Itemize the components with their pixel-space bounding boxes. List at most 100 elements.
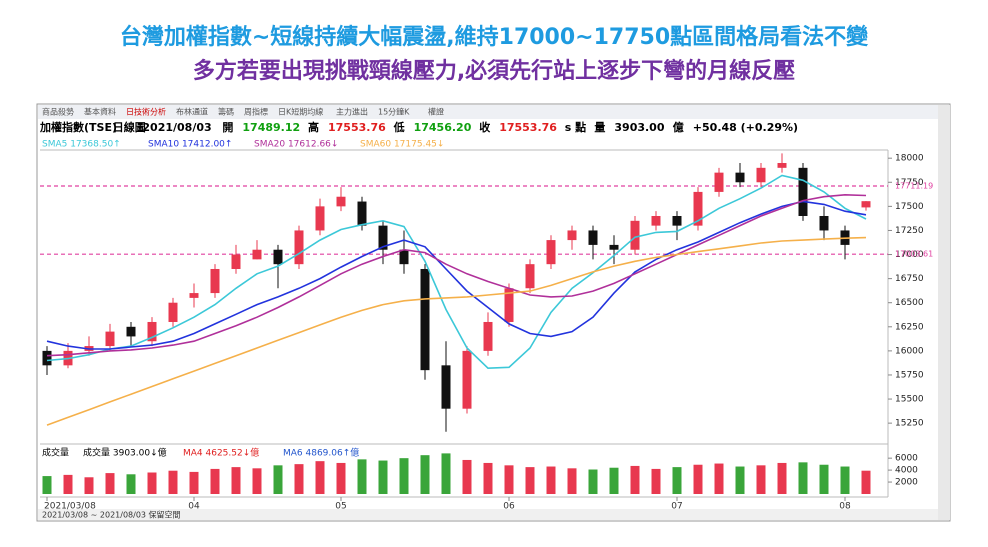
info-text: 日線圖	[113, 120, 146, 134]
volume-bar	[798, 462, 808, 494]
volume-bar	[546, 466, 556, 494]
tab[interactable]: 15分鐘K	[378, 107, 410, 117]
info-text: 2021/08/03	[142, 121, 211, 134]
candle-body	[693, 191, 703, 226]
volume-bar	[630, 465, 640, 494]
candle-body	[420, 268, 430, 371]
tab[interactable]: 基本資料	[84, 107, 116, 117]
tab[interactable]: 權證	[428, 107, 444, 117]
volume-bar	[777, 462, 787, 494]
volume-bar	[231, 467, 241, 494]
volume-bar	[273, 465, 283, 494]
volume-bar	[189, 471, 199, 494]
candle-body	[798, 167, 808, 216]
volume-bar	[756, 465, 766, 494]
volume-bar	[693, 464, 703, 494]
info-text: 17553.76	[328, 121, 386, 134]
info-text: 17553.76	[499, 121, 557, 134]
candle-body	[357, 201, 367, 226]
volume-bar	[126, 474, 136, 494]
candle-body	[42, 350, 52, 366]
volume-bar	[672, 467, 682, 494]
candle-body	[546, 240, 556, 265]
y-tick-label: 17750	[895, 178, 924, 188]
volume-bar	[357, 459, 367, 494]
volume-bar	[252, 468, 262, 494]
volume-bar	[735, 466, 745, 494]
candle-body	[525, 264, 535, 289]
y-tick-label: 15750	[895, 370, 924, 380]
candle-body	[777, 163, 787, 168]
y-tick-label: 4000	[895, 466, 918, 476]
scrollbar[interactable]	[938, 105, 950, 520]
candle-body	[588, 230, 598, 245]
volume-bar	[210, 468, 220, 494]
volume-bar	[336, 462, 346, 494]
candle-body	[462, 350, 472, 409]
candle-body	[210, 268, 220, 294]
candle-body	[189, 293, 199, 298]
y-tick-label: 17000	[895, 250, 924, 260]
volume-bar	[294, 464, 304, 494]
reference-label: 17003.61	[895, 250, 933, 259]
tab[interactable]: 周指標	[244, 107, 268, 117]
tab[interactable]: 日技術分析	[126, 107, 166, 117]
legend-entry: SMA60 17175.45↓	[360, 140, 444, 150]
tab[interactable]: 布林通道	[176, 107, 208, 117]
info-text: 開	[222, 121, 233, 134]
tab[interactable]: 主力進出	[336, 107, 368, 117]
volume-bar	[714, 463, 724, 494]
candle-body	[147, 321, 157, 342]
candle-body	[756, 167, 766, 183]
legend-entry: SMA20 17612.66↓	[254, 140, 338, 150]
info-text: 3903.00	[614, 121, 664, 134]
y-tick-label: 6000	[895, 454, 918, 464]
volume-bar	[462, 459, 472, 494]
volume-bar	[588, 469, 598, 494]
volume-bar	[399, 458, 409, 494]
candle-body	[504, 288, 514, 322]
tab[interactable]: 商品殺勢	[42, 107, 74, 117]
tab[interactable]: 日K短期均線	[278, 107, 323, 117]
candle-body	[315, 206, 325, 231]
volume-bar	[525, 467, 535, 494]
x-tick-label: 04	[188, 502, 200, 512]
info-text: 量	[594, 121, 605, 134]
candle-body	[651, 215, 661, 226]
candle-body	[609, 244, 619, 250]
volume-legend: 成交量 3903.00↓億	[83, 447, 167, 459]
x-tick-label: 05	[335, 502, 346, 512]
volume-bar	[609, 467, 619, 494]
bottom-bar	[38, 509, 938, 520]
y-tick-label: 17500	[895, 202, 924, 212]
volume-bar	[504, 465, 514, 494]
volume-bar	[441, 453, 451, 494]
volume-bar	[378, 460, 388, 494]
y-tick-label: 15500	[895, 395, 924, 405]
candle-body	[735, 172, 745, 183]
x-tick-label: 06	[503, 502, 515, 512]
x-tick-label: 08	[839, 502, 851, 512]
tab[interactable]: 籌碼	[218, 107, 234, 117]
info-text: 17456.20	[414, 121, 472, 134]
footer: 2021/03/08 ~ 2021/08/03 保留空間	[42, 510, 181, 520]
info-text: 億	[673, 120, 684, 134]
info-text: 高	[308, 120, 319, 134]
volume-bar	[861, 470, 871, 494]
candle-body	[252, 249, 262, 260]
legend-entry: SMA10 17412.00↑	[148, 140, 232, 150]
volume-bar	[483, 462, 493, 494]
volume-legend: MA4 4625.52↓億	[183, 447, 259, 459]
y-tick-label: 16000	[895, 346, 924, 356]
candle-body	[567, 230, 577, 241]
info-text: 17489.12	[242, 121, 300, 134]
candle-body	[231, 254, 241, 269]
candle-body	[273, 249, 283, 265]
volume-bar	[168, 470, 178, 494]
y-tick-label: 18000	[895, 154, 924, 164]
candle-body	[105, 331, 115, 347]
volume-bar	[315, 461, 325, 494]
volume-bar	[84, 477, 94, 494]
